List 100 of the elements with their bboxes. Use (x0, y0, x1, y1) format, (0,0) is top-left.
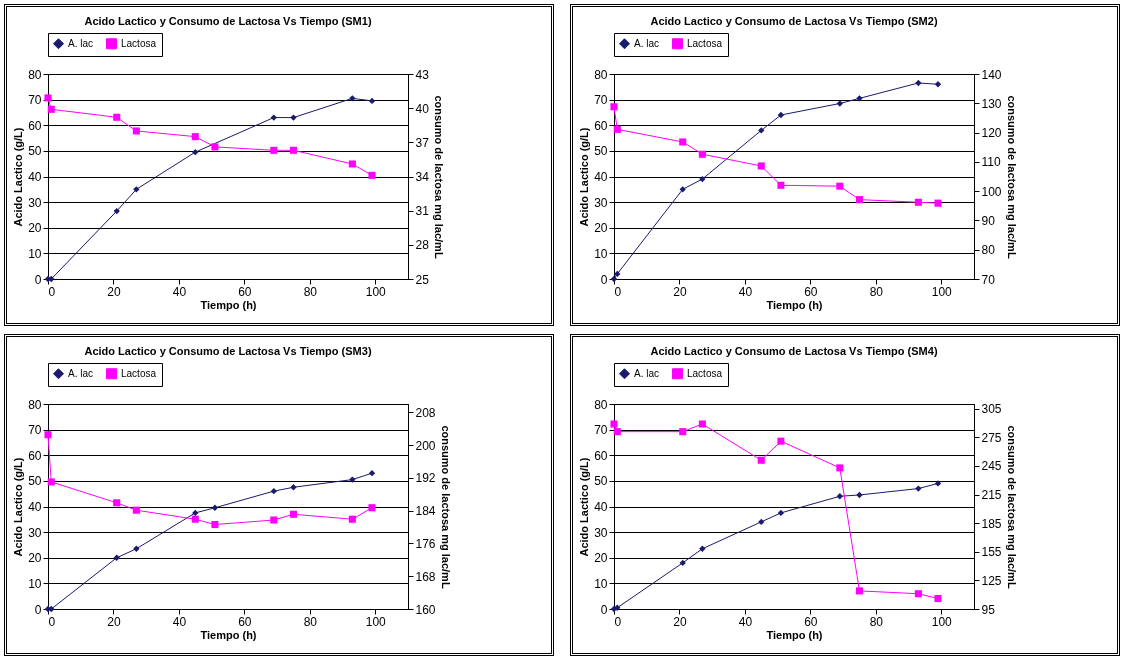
point (113, 207, 120, 215)
x-tick-label: 80 (303, 284, 318, 299)
point (270, 146, 278, 154)
point (679, 428, 687, 436)
y-tick-label: 20 (594, 221, 608, 236)
point (679, 186, 686, 193)
y-tick-label: 10 (28, 246, 42, 261)
point (133, 186, 140, 193)
point (368, 97, 376, 105)
point (777, 111, 785, 119)
x-tick-label: 100 (365, 284, 387, 299)
point (758, 127, 765, 134)
y2-axis-title: consumo de lactosa mg lac/mL (432, 95, 445, 259)
y2-tick-label: 25 (415, 272, 430, 287)
x-tick-label: 100 (365, 614, 387, 629)
y-tick-label: 70 (594, 423, 608, 438)
point (758, 518, 765, 526)
point (699, 175, 706, 183)
y-tick-label: 50 (28, 144, 42, 159)
point (348, 515, 356, 523)
y2-axis-title: consumo de lactosa mg lac/mL (439, 425, 452, 589)
x-tick-label: 20 (107, 614, 121, 629)
y2-tick-label: 70 (981, 272, 996, 287)
point (855, 196, 863, 204)
point (132, 127, 140, 135)
point (613, 125, 621, 133)
y2-tick-label: 100 (981, 184, 1002, 199)
y-tick-label: 30 (28, 525, 42, 540)
y2-tick-label: 40 (415, 101, 430, 116)
point (934, 480, 942, 487)
point (836, 493, 843, 500)
point (191, 133, 199, 141)
point (856, 95, 863, 102)
x-tick-label: 0 (48, 284, 56, 299)
point (855, 587, 863, 595)
x-tick-label: 40 (738, 614, 753, 629)
y-tick-label: 20 (594, 551, 608, 566)
point (368, 470, 376, 477)
point (915, 485, 922, 492)
legend-label: A. lac (634, 37, 660, 49)
x-tick-label: 60 (238, 614, 252, 629)
x-tick-label: 100 (931, 284, 953, 299)
point (113, 554, 120, 561)
point (290, 484, 297, 491)
y-tick-label: 60 (594, 118, 608, 133)
y-tick-label: 0 (34, 272, 42, 287)
y2-tick-label: 37 (415, 135, 430, 150)
x-tick-label: 80 (869, 614, 884, 629)
y-tick-label: 10 (28, 576, 42, 591)
point (192, 148, 199, 156)
point (856, 491, 863, 499)
x-tick-label: 20 (107, 284, 121, 299)
y2-tick-label: 184 (415, 504, 436, 519)
point (698, 420, 706, 428)
point (915, 79, 922, 87)
x-tick-label: 0 (48, 614, 56, 629)
y-tick-label: 30 (28, 195, 42, 210)
x-axis-title: Tiempo (h) (200, 628, 257, 641)
y2-tick-label: 43 (415, 67, 430, 82)
point (777, 181, 785, 189)
y-tick-label: 60 (594, 448, 608, 463)
point (836, 100, 843, 107)
y-tick-label: 40 (594, 170, 608, 184)
x-axis-title: Tiempo (h) (766, 298, 823, 311)
chart-title: Acido Lactico y Consumo de Lactosa Vs Tiempo (SM2) (650, 14, 938, 27)
y2-tick-label: 168 (415, 569, 436, 584)
point (836, 464, 844, 472)
y-axis-title: Acido Lactico (g/L) (12, 127, 25, 227)
legend-label: Lactosa (121, 367, 157, 379)
point (613, 428, 621, 436)
y2-tick-label: 130 (981, 96, 1002, 111)
y-tick-label: 70 (28, 423, 42, 438)
x-tick-label: 80 (869, 284, 884, 299)
point (192, 509, 199, 517)
y2-tick-label: 245 (981, 459, 1002, 474)
x-tick-label: 20 (673, 614, 687, 629)
y2-tick-label: 185 (981, 516, 1002, 531)
point (132, 506, 140, 514)
y2-tick-label: 110 (981, 155, 1001, 170)
point (836, 182, 844, 190)
point (368, 171, 376, 179)
legend-label: Lactosa (687, 37, 723, 49)
y2-tick-label: 95 (981, 602, 996, 617)
y2-tick-label: 275 (981, 430, 1002, 445)
point (133, 545, 140, 552)
y-tick-label: 80 (28, 67, 42, 82)
y2-axis-title: consumo de lactosa mg lac/mL (1005, 425, 1018, 589)
y-tick-label: 60 (28, 118, 42, 133)
point (47, 105, 55, 113)
legend-label: A. lac (68, 37, 94, 49)
x-axis-title: Tiempo (h) (200, 298, 257, 311)
y2-tick-label: 140 (981, 67, 1002, 82)
y2-tick-label: 28 (415, 238, 430, 253)
point (348, 160, 356, 168)
y-axis-title: Acido Lactico (g/L) (578, 127, 591, 227)
point (934, 199, 942, 207)
y2-tick-label: 80 (981, 243, 996, 258)
x-tick-label: 60 (804, 614, 818, 629)
y-axis-title: Acido Lactico (g/L) (578, 457, 591, 557)
x-tick-label: 0 (614, 614, 622, 629)
